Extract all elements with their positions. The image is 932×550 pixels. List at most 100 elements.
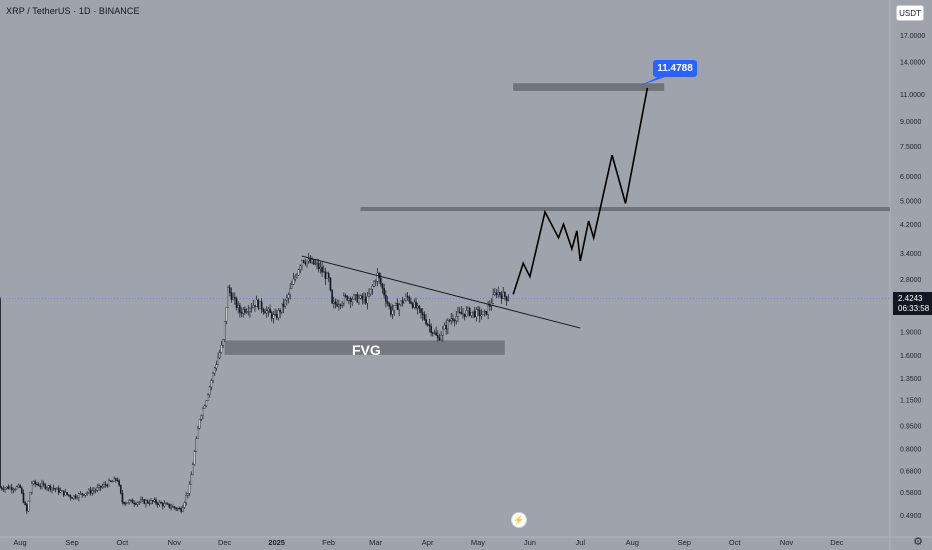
candle-body [440,335,442,341]
x-tick-label: Mar [369,538,382,547]
candle-body [168,503,171,508]
candle-body [113,478,115,482]
candle-body [329,277,332,291]
y-tick-label: 7.5000 [900,144,922,151]
candle-body [128,500,130,503]
x-tick-label: Jul [575,538,585,547]
candle-body [408,296,411,302]
candle-body [438,337,441,341]
candle-body [83,494,85,496]
candle-body [12,489,15,491]
candle-body [29,492,31,502]
candle-body [267,308,270,311]
candle-body [359,295,362,299]
candle-body [472,310,474,313]
candle-body [178,508,181,510]
candle-body [101,485,104,488]
candle-body [348,298,350,301]
candle-body [272,314,275,319]
candle-body [363,297,365,300]
candle-body [483,310,486,313]
target-price-badge[interactable]: 11.4788 [653,60,697,77]
currency-button[interactable]: USDT [896,5,924,21]
x-tick-label: Feb [322,538,335,547]
x-tick-label: Aug [626,538,639,547]
candle-body [46,487,48,489]
tradingview-logo-icon[interactable]: ⚡ [512,513,526,527]
candle-body [311,259,313,263]
candle-body [339,304,342,306]
candle-body [373,281,375,287]
candle-body [249,308,251,312]
candle-body [67,494,70,496]
candle-body [19,485,21,489]
candle-body [428,324,431,327]
candle-body [118,480,120,486]
candle-body [173,506,176,509]
x-tick-label: Sep [65,538,78,547]
candle-body [44,484,47,489]
candle-body [400,300,402,305]
candle-body [180,508,182,512]
candle-body [150,500,152,504]
candle-body [197,428,199,439]
candle-body [252,305,255,308]
candle-body [388,303,390,307]
candle-body [485,310,488,315]
y-tick-label: 1.1500 [900,398,922,405]
candle-body [265,310,268,314]
candle-body [78,493,80,498]
candle-body [145,500,147,505]
candle-body [166,503,169,505]
candle-body [319,267,322,269]
resistance-line [360,207,891,212]
candle-body [312,259,315,265]
candle-body [321,267,323,273]
candle-body [61,490,63,492]
candle-body [177,508,179,510]
target-badge-pointer [639,76,668,86]
x-tick-label: Jun [524,538,536,547]
candle-body [74,495,77,498]
candle-body [418,305,421,309]
candle-body [14,488,16,491]
current-price-badge: 2.4243 06:33:58 [893,292,932,315]
candle-body [458,311,461,313]
candle-body [437,335,439,338]
candle-body [413,301,416,308]
candle-body [294,276,297,280]
candle-body [73,495,75,499]
candle-body [153,499,156,502]
candle-body [163,503,166,507]
candle-body [0,298,1,488]
candle-body [89,489,92,494]
y-tick-label: 1.6000 [900,353,922,360]
candle-body [324,271,327,279]
x-tick-label: Dec [830,538,844,547]
candle-body [289,288,291,295]
candle-body [17,485,20,487]
candle-body [9,487,11,490]
candle-body [15,486,18,490]
fvg-label: FVG [352,342,381,358]
candle-body [49,485,52,490]
candle-body [235,298,238,308]
y-tick-label: 9.0000 [900,119,922,126]
y-tick-label: 14.0000 [900,59,925,66]
candle-body [52,487,55,489]
candle-body [423,314,426,320]
symbol-title[interactable]: XRP / TetherUS · 1D · BINANCE [6,6,140,16]
y-tick-label: 0.5800 [900,490,922,497]
candle-body [250,307,253,309]
projection-path [512,87,649,295]
candle-body [84,493,87,496]
candle-body [0,487,3,490]
x-tick-label: Dec [218,538,232,547]
candle-body [307,258,310,262]
candle-body [371,285,374,290]
candle-body [457,311,459,317]
candle-body [10,487,13,490]
gear-icon[interactable]: ⚙ [913,535,923,548]
candle-body [27,500,30,512]
